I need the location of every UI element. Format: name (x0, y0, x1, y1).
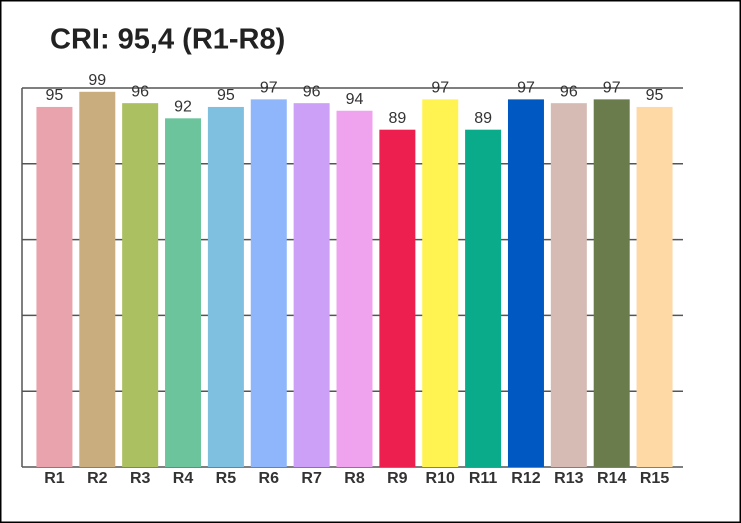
value-label: 97 (260, 80, 278, 97)
x-tick-label: R14 (597, 470, 626, 487)
x-tick-label: R8 (344, 470, 365, 487)
value-label: 99 (88, 72, 106, 89)
bar (465, 129, 502, 467)
bar (507, 99, 544, 468)
value-label: 97 (517, 80, 535, 97)
bar (422, 99, 459, 468)
bar (336, 110, 373, 468)
x-tick-label: R10 (426, 470, 455, 487)
value-label: 95 (217, 87, 235, 104)
bar (122, 103, 159, 467)
value-label: 92 (174, 99, 192, 116)
bar (293, 103, 330, 467)
value-label: 94 (346, 91, 364, 108)
bar (36, 106, 73, 467)
value-label: 96 (131, 83, 149, 100)
value-label: 89 (388, 110, 406, 127)
chart-title: CRI: 95,4 (R1-R8) (50, 24, 285, 56)
bar (165, 118, 202, 467)
x-tick-label: R4 (173, 470, 194, 487)
x-tick-label: R13 (554, 470, 583, 487)
x-tick-label: R1 (44, 470, 65, 487)
x-tick-label: R5 (216, 470, 237, 487)
x-tick-label: R3 (130, 470, 151, 487)
value-label: 96 (303, 83, 321, 100)
value-label: 96 (560, 83, 578, 100)
bar (207, 106, 244, 467)
x-tick-label: R7 (301, 470, 322, 487)
bar (593, 99, 630, 468)
bar (379, 129, 416, 467)
value-label: 95 (646, 87, 664, 104)
value-label: 97 (603, 80, 621, 97)
value-label: 89 (474, 110, 492, 127)
x-tick-label: R6 (259, 470, 280, 487)
bar (79, 91, 116, 467)
x-tick-label: R15 (640, 470, 669, 487)
x-tick-label: R9 (387, 470, 408, 487)
value-label: 97 (431, 80, 449, 97)
x-tick-label: R11 (469, 470, 498, 487)
x-tick-label: R12 (511, 470, 540, 487)
bar (636, 106, 673, 467)
value-label: 95 (46, 87, 64, 104)
bar (550, 103, 587, 467)
x-tick-label: R2 (87, 470, 108, 487)
bar (250, 99, 287, 468)
